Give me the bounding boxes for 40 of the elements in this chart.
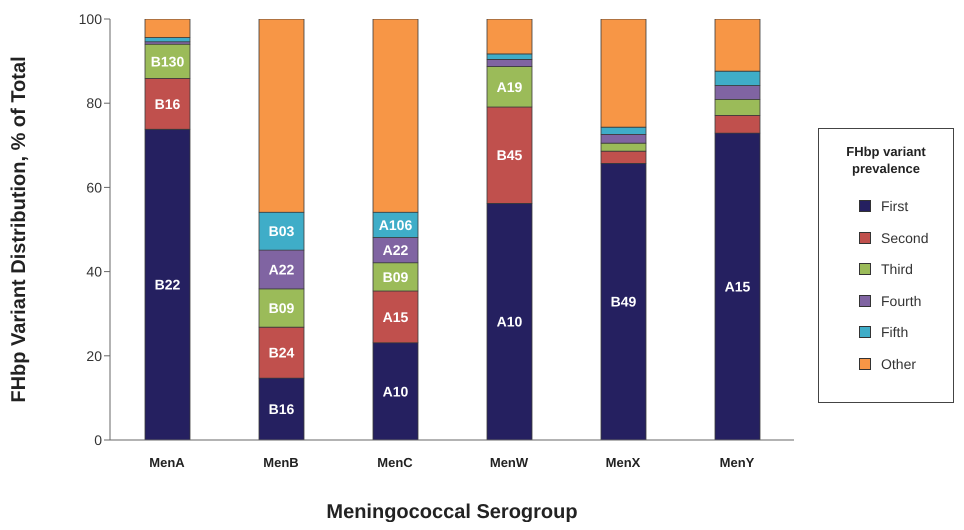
legend-label: First xyxy=(881,198,908,214)
data-label: B09 xyxy=(382,268,409,285)
y-tick-label: 40 xyxy=(86,264,102,280)
data-label: B22 xyxy=(154,276,181,293)
legend-label: Fourth xyxy=(881,292,922,309)
y-tick-label: 60 xyxy=(86,179,102,196)
y-tick-label: 80 xyxy=(86,95,102,112)
x-tick-label: MenY xyxy=(720,455,755,470)
legend-label: Fifth xyxy=(881,324,908,340)
y-axis-title: FHbp Variant Distribution, % of Total xyxy=(8,56,30,403)
bar xyxy=(144,19,190,38)
data-label: A22 xyxy=(268,261,295,278)
data-label: B49 xyxy=(610,294,637,310)
data-label: B16 xyxy=(268,401,295,418)
data-label: A22 xyxy=(382,242,409,258)
data-label: B130 xyxy=(150,53,184,70)
data-label: A15 xyxy=(724,278,751,295)
data-label: A10 xyxy=(496,314,523,330)
data-label: B09 xyxy=(268,300,295,316)
data-label: A106 xyxy=(378,216,412,233)
data-label: A10 xyxy=(382,383,409,400)
x-axis-title: Meningococcal Serogroup xyxy=(326,501,578,523)
y-tick-label: 20 xyxy=(86,348,102,364)
data-label: A15 xyxy=(382,308,409,325)
x-tick-label: MenX xyxy=(606,455,641,470)
legend-title: FHbp variant prevalence xyxy=(845,142,927,176)
y-tick-label: 100 xyxy=(78,10,102,27)
legend-label: Other xyxy=(881,356,916,372)
x-tick-label: MenC xyxy=(377,455,414,470)
data-label: A19 xyxy=(496,78,523,95)
x-tick-label: MenB xyxy=(263,455,299,470)
x-tick-label: MenW xyxy=(490,455,529,470)
data-label: B45 xyxy=(496,147,523,164)
data-label: B03 xyxy=(268,223,295,240)
data-label: B24 xyxy=(268,344,295,361)
data-label: B16 xyxy=(154,96,181,112)
legend-label: Third xyxy=(881,261,913,278)
x-tick-label: MenA xyxy=(149,455,186,470)
legend-label: Second xyxy=(881,230,928,246)
y-tick-label: 0 xyxy=(94,432,102,448)
